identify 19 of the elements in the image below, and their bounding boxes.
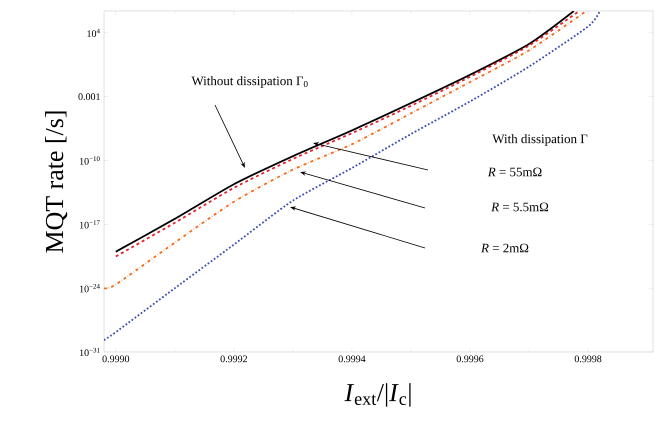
y-tick-label: 10$^{−24}$ bbox=[80, 284, 100, 292]
y-tick-label: 10$^{−17}$ bbox=[80, 220, 100, 228]
x-tick-label: 0.9994 bbox=[338, 356, 366, 362]
x-axis-title: I$_{ext}$/|I$_{c}$| bbox=[344, 383, 411, 407]
annotation: With dissipation Γ bbox=[492, 134, 588, 146]
x-tick-label: 0.9996 bbox=[456, 356, 484, 362]
y-tick-label: 10$^{4}$ bbox=[87, 28, 100, 38]
y-tick-label: 10$^{−31}$ bbox=[80, 348, 100, 356]
y-tick-label: 0.001 bbox=[78, 93, 100, 100]
annotation: R = 55mΩ bbox=[488, 168, 542, 176]
annotation: R = 5.5mΩ bbox=[491, 202, 548, 212]
x-tick-label: 0.9992 bbox=[220, 356, 248, 362]
annotation: R = 2mΩ bbox=[480, 244, 528, 252]
line-series bbox=[104, 10, 601, 342]
y-tick-label: 10$^{−10}$ bbox=[80, 156, 100, 165]
y-axis-title: MQT rate [/s] bbox=[45, 111, 68, 253]
x-tick-label: 0.9990 bbox=[102, 356, 130, 362]
annotation: Without dissipation Γ$_{0}$ bbox=[191, 76, 308, 88]
x-tick-label: 0.9998 bbox=[574, 356, 602, 362]
